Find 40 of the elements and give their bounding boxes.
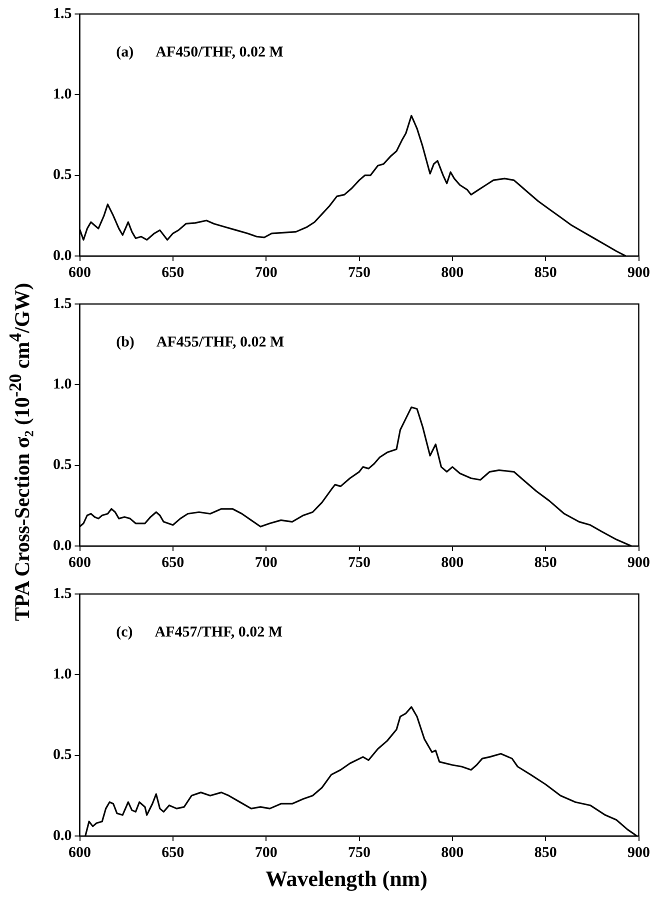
x-tick-label: 850 <box>534 264 557 281</box>
x-tick-label: 800 <box>441 844 464 861</box>
y-tick-label: 1.5 <box>53 296 72 312</box>
annotation: (a) <box>116 44 134 61</box>
annotation: AF450/THF, 0.02 M <box>156 44 284 61</box>
x-tick-label: 900 <box>628 554 650 571</box>
y-tick-label: 0.5 <box>53 167 72 184</box>
x-tick-label: 800 <box>441 264 464 281</box>
y-tick-label: 1.5 <box>53 586 72 602</box>
annotation: (c) <box>116 624 133 641</box>
y-tick-label: 0.0 <box>53 248 72 264</box>
y-tick-label: 1.0 <box>53 86 72 103</box>
y-tick-label: 1.5 <box>53 6 72 22</box>
y-tick-label: 0.0 <box>53 538 72 554</box>
x-tick-label: 750 <box>348 844 370 861</box>
y-tick-label: 0.0 <box>53 828 72 844</box>
x-tick-label: 750 <box>348 554 370 571</box>
annotation: AF457/THF, 0.02 M <box>154 624 283 641</box>
y-tick-label: 1.0 <box>53 376 72 393</box>
x-axis-title: Wavelength (nm) <box>264 866 428 892</box>
annotation: AF455/THF, 0.02 M <box>156 334 284 351</box>
x-tick-label: 600 <box>68 844 91 861</box>
x-tick-label: 650 <box>162 844 184 861</box>
y-tick-label: 1.0 <box>53 666 72 683</box>
x-tick-label: 700 <box>254 264 278 281</box>
x-tick-label: 700 <box>254 844 278 861</box>
y-tick-label: 0.5 <box>53 747 72 764</box>
x-tick-label: 850 <box>534 554 557 571</box>
x-tick-label: 600 <box>68 554 91 571</box>
x-tick-label: 900 <box>628 264 650 281</box>
y-tick-label: 0.5 <box>53 457 72 474</box>
x-tick-label: 800 <box>441 554 464 571</box>
annotation: (b) <box>116 334 134 351</box>
x-tick-label: 850 <box>534 844 557 861</box>
x-tick-label: 750 <box>348 264 370 281</box>
x-tick-label: 900 <box>628 844 650 861</box>
x-tick-label: 600 <box>68 264 91 281</box>
x-tick-label: 650 <box>162 264 184 281</box>
x-tick-label: 650 <box>162 554 184 571</box>
x-tick-label: 700 <box>254 554 278 571</box>
